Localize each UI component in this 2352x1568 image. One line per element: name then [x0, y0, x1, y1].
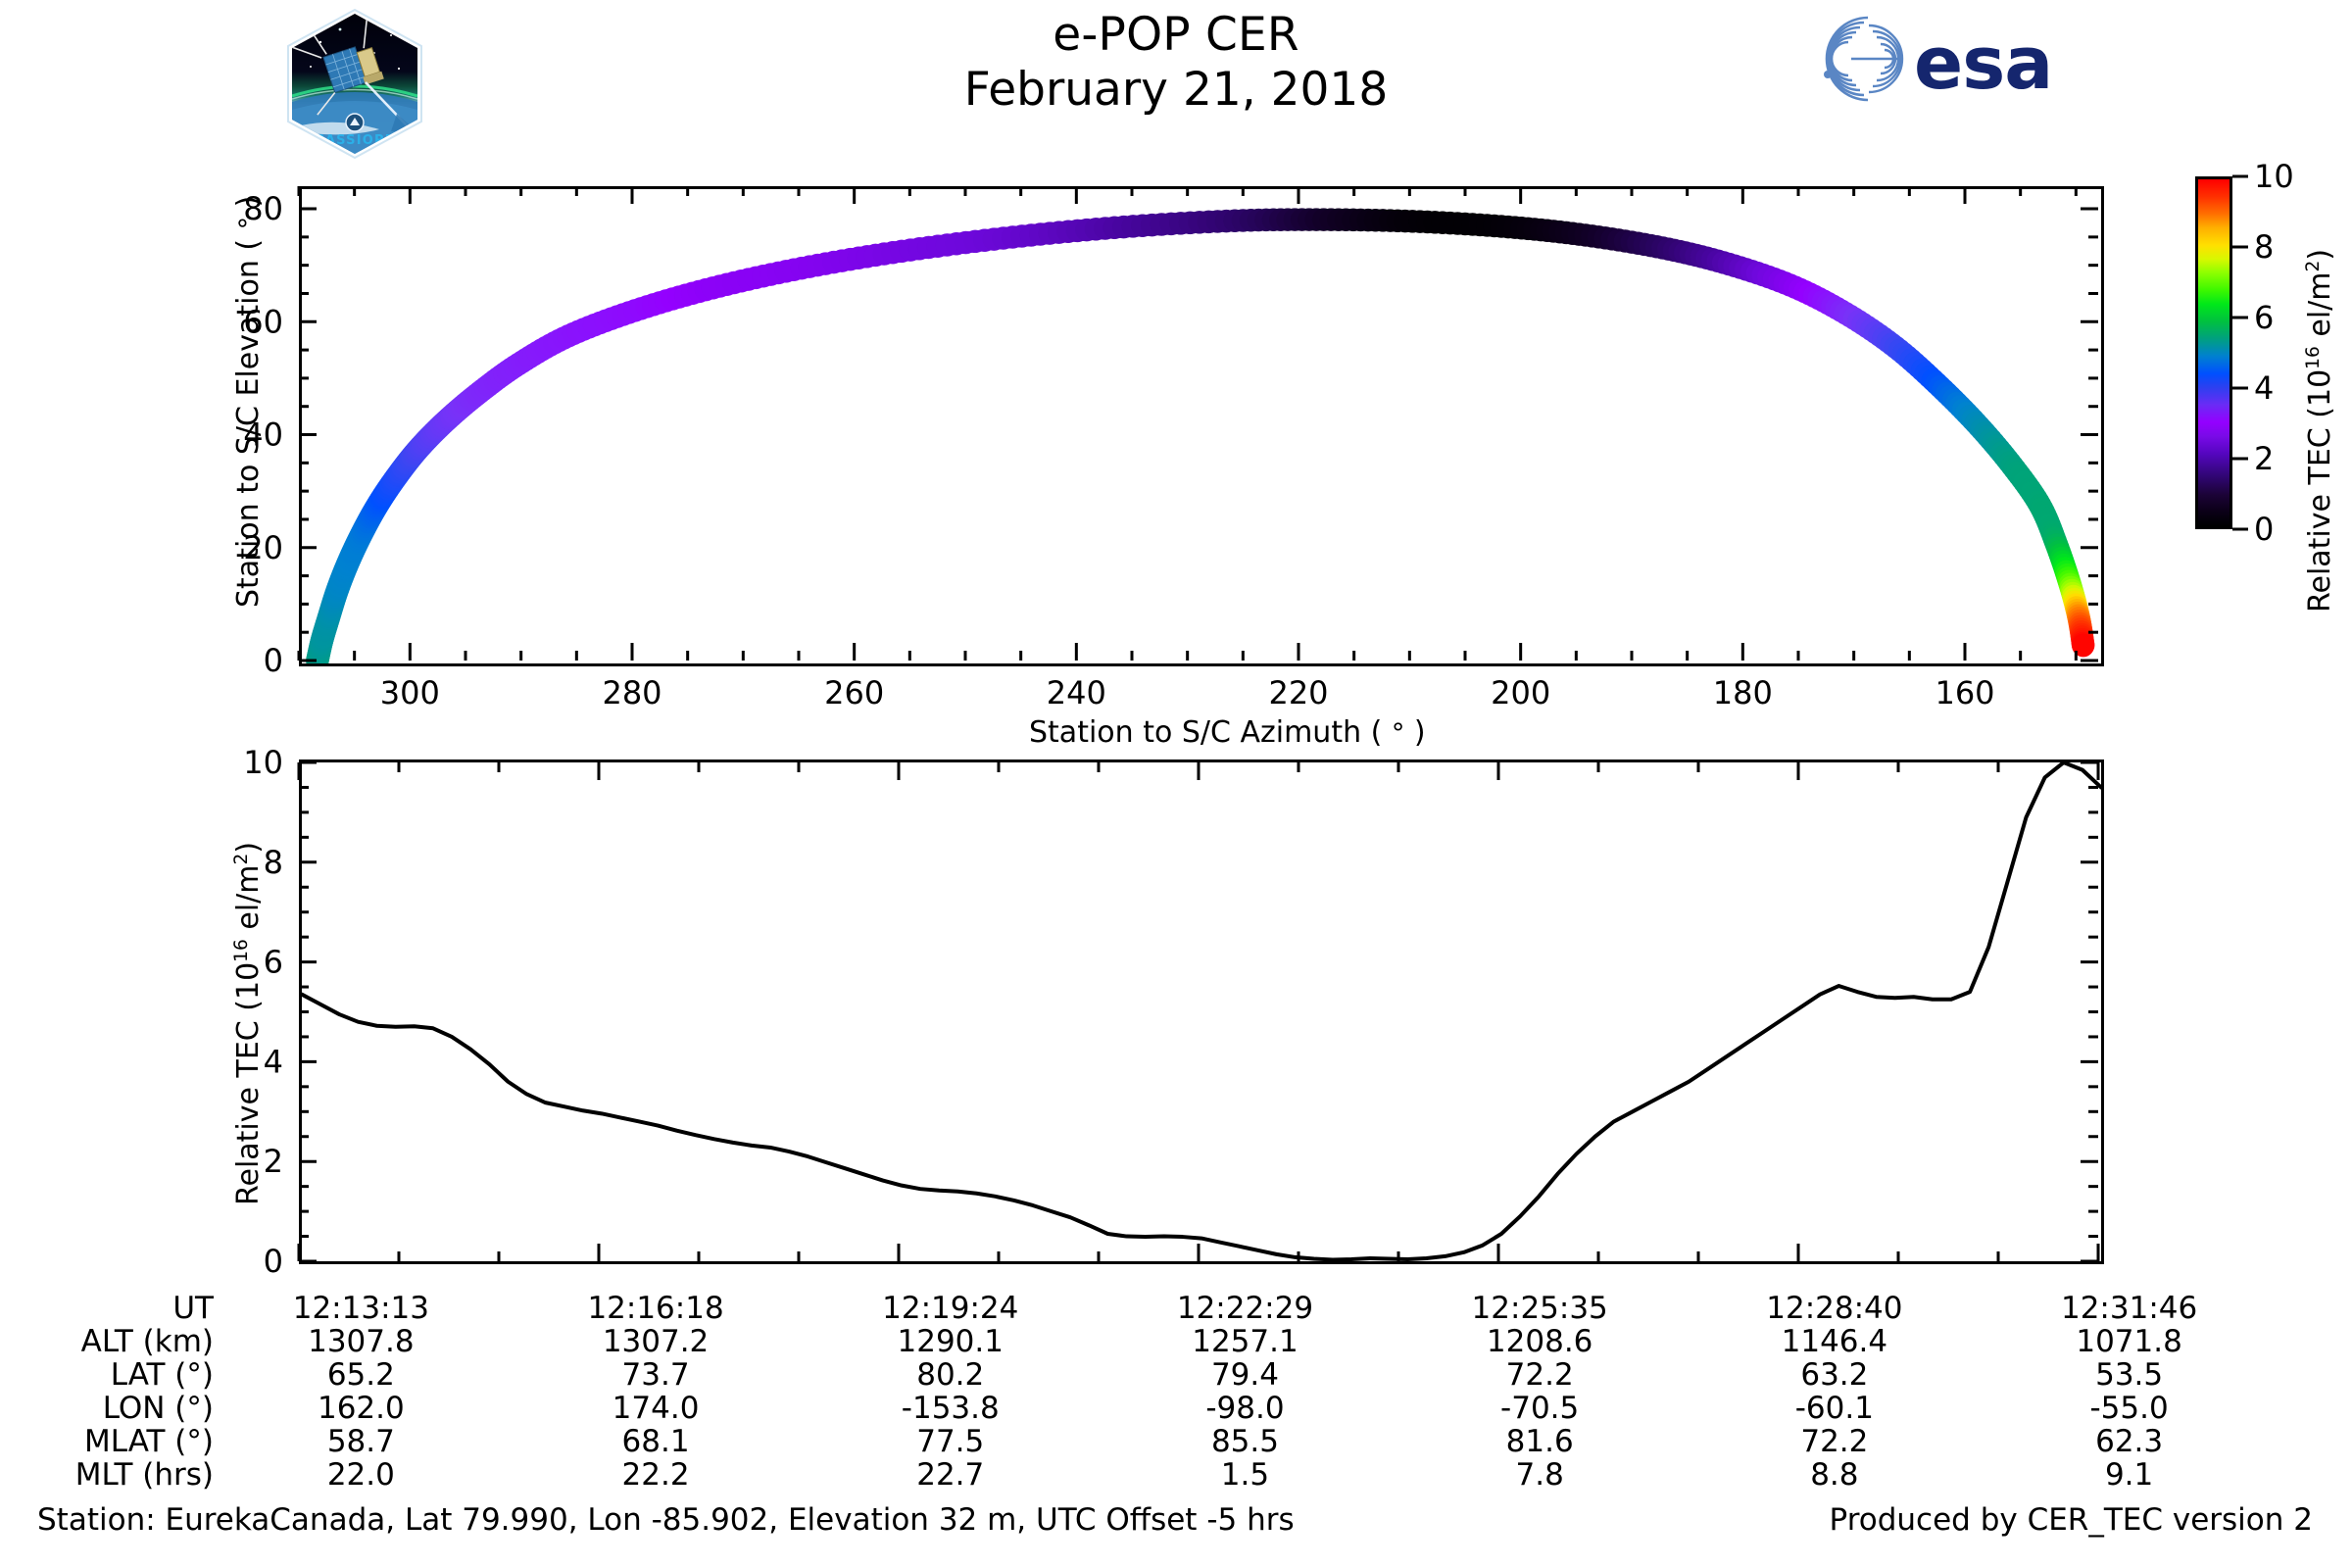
x-tick-label: 200 [1491, 674, 1550, 711]
cassiope-logo: CASSIOPE [281, 8, 428, 160]
esa-logo: esa [1808, 14, 2102, 106]
tec-line [302, 762, 2101, 1261]
y-tick-label: 0 [264, 642, 283, 679]
table-cell: 68.1 [621, 1424, 690, 1459]
table-row-label: MLT (hrs) [74, 1457, 214, 1493]
colorbar-label: Relative TEC (1016 el/m2) [2303, 248, 2337, 612]
x-tick-label: 240 [1047, 674, 1106, 711]
table-row: LAT (°) 65.2 73.7 80.2 79.4 72.2 63.2 53.5 [27, 1358, 2277, 1392]
colorbar-tick-label: 2 [2254, 440, 2274, 477]
table-cell: 65.2 [326, 1357, 395, 1393]
table-cell: 162.0 [317, 1391, 405, 1426]
y-tick-label: 60 [243, 303, 283, 340]
table-cell: 1290.1 [897, 1324, 1004, 1359]
table-row: ALT (km) 1307.8 1307.2 1290.1 1257.1 1208.6 11… [27, 1325, 2277, 1358]
table-cell: 8.8 [1810, 1457, 1859, 1493]
table-row-label: MLAT (°) [83, 1424, 214, 1459]
x-tick-label: 260 [824, 674, 884, 711]
esa-logo-text: esa [1914, 22, 2052, 104]
y-tick-label: 10 [243, 744, 283, 781]
table-cell: 85.5 [1210, 1424, 1279, 1459]
table-cell: 12:13:13 [292, 1291, 429, 1326]
table-cell: 22.2 [621, 1457, 690, 1493]
table-cell: -98.0 [1205, 1391, 1285, 1426]
table-cell: -55.0 [2089, 1391, 2169, 1426]
table-row: UT 12:13:13 12:16:18 12:19:24 12:22:29 12:25:… [27, 1292, 2277, 1325]
table-cell: 1071.8 [2076, 1324, 2182, 1359]
sky-track-xlabel: Station to S/C Azimuth ( ° ) [1029, 715, 1426, 750]
table-row-label: LAT (°) [110, 1357, 214, 1393]
sky-track-ylabel: Station to S/C Elevation ( ° ) [231, 195, 266, 608]
table-cell: 1307.8 [308, 1324, 415, 1359]
table-cell: 72.2 [1505, 1357, 1574, 1393]
table-cell: 12:25:35 [1471, 1291, 1608, 1326]
table-row-label: LON (°) [102, 1391, 214, 1426]
colorbar [2195, 176, 2232, 529]
table-cell: 62.3 [2095, 1424, 2164, 1459]
table-cell: 73.7 [621, 1357, 690, 1393]
table-cell: 77.5 [916, 1424, 985, 1459]
y-tick-label: 4 [264, 1043, 283, 1080]
x-tick-label: 280 [602, 674, 662, 711]
table-cell: 80.2 [916, 1357, 985, 1393]
table-cell: 12:22:29 [1176, 1291, 1314, 1326]
table-row: MLAT (°) 58.7 68.1 77.5 85.5 81.6 72.2 62.3 [27, 1425, 2277, 1458]
colorbar-tick-label: 10 [2254, 158, 2294, 195]
colorbar-tick-label: 8 [2254, 228, 2274, 266]
relative-tec-plot [299, 760, 2104, 1264]
table-cell: 1257.1 [1192, 1324, 1298, 1359]
y-tick-label: 6 [264, 944, 283, 981]
y-tick-label: 20 [243, 529, 283, 566]
y-tick-label: 8 [264, 844, 283, 881]
page-title: e-POP CER February 21, 2018 [0, 0, 2352, 118]
table-cell: 1208.6 [1486, 1324, 1593, 1359]
table-cell: -153.8 [901, 1391, 1000, 1426]
table-cell: 1146.4 [1781, 1324, 1888, 1359]
table-cell: 9.1 [2104, 1457, 2154, 1493]
table-row-label: UT [172, 1291, 214, 1326]
table-row-label: ALT (km) [80, 1324, 214, 1359]
colorbar-tick-label: 4 [2254, 369, 2274, 407]
table-cell: 12:19:24 [882, 1291, 1019, 1326]
x-tick-label: 220 [1268, 674, 1328, 711]
y-tick-label: 40 [243, 416, 283, 454]
title-main: e-POP CER [1053, 8, 1299, 62]
table-cell: 81.6 [1505, 1424, 1574, 1459]
table-cell: 53.5 [2095, 1357, 2164, 1393]
x-tick-label: 300 [380, 674, 440, 711]
ephemeris-table: UT 12:13:13 12:16:18 12:19:24 12:22:29 12:25:… [0, 1292, 2352, 1492]
table-cell: 1.5 [1220, 1457, 1270, 1493]
relative-tec-ylabel: Relative TEC (1016 el/m2) [231, 841, 266, 1205]
colorbar-tick-label: 6 [2254, 299, 2274, 336]
table-cell: 72.2 [1800, 1424, 1869, 1459]
x-tick-label: 160 [1935, 674, 1994, 711]
table-cell: 12:16:18 [587, 1291, 724, 1326]
table-cell: 174.0 [612, 1391, 700, 1426]
table-row: MLT (hrs) 22.0 22.2 22.7 1.5 7.8 8.8 9.1 [27, 1458, 2277, 1492]
x-tick-label: 180 [1713, 674, 1773, 711]
table-cell: 79.4 [1210, 1357, 1279, 1393]
table-cell: -70.5 [1500, 1391, 1580, 1426]
table-cell: -60.1 [1794, 1391, 1874, 1426]
y-tick-label: 2 [264, 1143, 283, 1180]
producer-info: Produced by CER_TEC version 2 [1829, 1502, 2313, 1538]
table-cell: 12:28:40 [1766, 1291, 1903, 1326]
table-cell: 7.8 [1515, 1457, 1564, 1493]
track-marker [2071, 633, 2095, 658]
table-cell: 22.0 [326, 1457, 395, 1493]
table-cell: 22.7 [916, 1457, 985, 1493]
sky-track-markers [306, 208, 2095, 663]
sky-track-plot [299, 186, 2104, 666]
table-cell: 1307.2 [602, 1324, 710, 1359]
title-subtitle: February 21, 2018 [963, 63, 1389, 117]
y-tick-label: 80 [243, 190, 283, 227]
table-cell: 58.7 [326, 1424, 395, 1459]
station-info: Station: EurekaCanada, Lat 79.990, Lon -… [37, 1502, 1295, 1538]
table-cell: 63.2 [1800, 1357, 1869, 1393]
y-tick-label: 0 [264, 1243, 283, 1280]
colorbar-tick-label: 0 [2254, 511, 2274, 548]
table-cell: 12:31:46 [2060, 1291, 2198, 1326]
esa-swirl-icon [1824, 16, 1904, 102]
table-row: LON (°) 162.0 174.0 -153.8 -98.0 -70.5 -60.1 -5… [27, 1392, 2277, 1425]
